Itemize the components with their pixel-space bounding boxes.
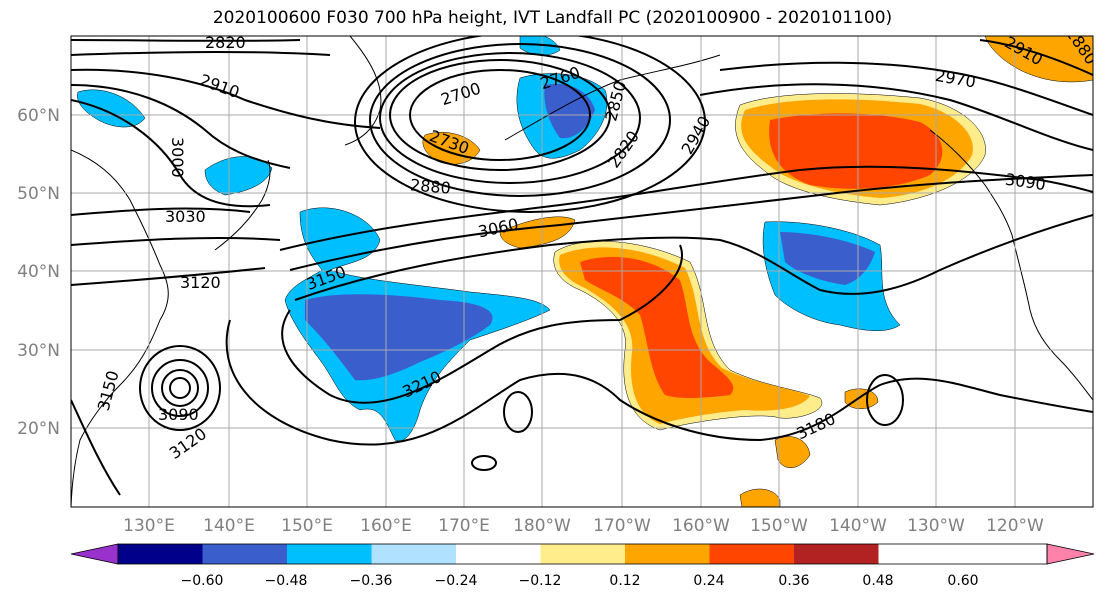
pos-anomaly-central-pacific-core [580,256,734,399]
neg-anomaly-east-pacific-core [780,232,875,285]
lon-tick-label: 160°E [360,516,412,536]
colorbar-bin [625,544,710,564]
contour-jet-3150 [294,214,1093,301]
contour-label: 3000 [168,137,187,178]
lat-tick-label: 30°N [17,341,60,361]
contour-3180-south [225,319,1093,446]
lon-tick-label: 160°W [672,516,730,536]
map-area: 2820 2910 3000 3030 3120 3150 2760 2700 … [71,33,1093,507]
colorbar-bin [202,544,287,564]
contour-small-high-2 [471,455,497,471]
colorbar-bin [794,544,879,564]
neg-anomaly-japan-sea [204,156,273,196]
colorbar-bin [540,544,625,564]
contour-3150-south [71,399,121,496]
lon-tick-label: 150°E [281,516,333,536]
colorbar-tick-label: 0.24 [693,573,724,589]
pos-anomaly-south-small [774,436,811,468]
colorbar-tick-label: 0.60 [947,573,978,589]
lat-tick-label: 50°N [17,184,60,204]
contour-2820-north [71,39,301,42]
colorbar-bin [456,544,541,564]
colorbar-bin [371,544,456,564]
contour-3120-west [71,267,266,286]
contour-3090-ne [699,83,1093,151]
lat-axis: 60°N 50°N 40°N 30°N 20°N [17,106,60,439]
neg-anomaly-kamchatka-west [77,89,146,128]
contour-jet-3060 [279,165,1093,251]
contour-label: 2820 [205,33,246,52]
lon-tick-label: 170°W [593,516,651,536]
contour-small-high-3 [866,374,904,426]
contour-small-high-1 [503,391,533,433]
lon-tick-label: 140°E [203,516,255,536]
colorbar-tick-label: 0.48 [862,573,893,589]
lon-tick-label: 150°W [750,516,808,536]
pos-anomaly-alaska-core [769,113,943,189]
colorbar-tick-label: −0.60 [181,573,224,589]
colorbar-tick-label: −0.48 [265,573,308,589]
contour-2880-north [71,50,331,56]
contour-jet-3090 [289,174,1093,271]
contour-low-center-5 [354,36,706,213]
lon-tick-label: 180°W [513,516,571,536]
lat-tick-label: 20°N [17,419,60,439]
colorbar-max-extension [1046,543,1095,565]
contour-3000 [71,99,271,208]
contour-typhoon-3 [151,359,209,417]
lon-axis: 130°E 140°E 150°E 160°E 170°E 180°W 170°… [123,516,1044,536]
contour-2910-ne [979,39,1093,76]
lat-tick-label: 60°N [17,106,60,126]
colorbar: −0.60 −0.48 −0.36 −0.24 −0.12 0.12 0.24 … [70,543,1095,589]
contour-typhoon-2 [161,369,199,407]
neg-anomaly-west-pacific-core [305,294,493,381]
lon-tick-label: 140°W [829,516,887,536]
contour-label: 3030 [165,207,206,226]
colorbar-bin [118,544,203,564]
lon-tick-label: 170°E [438,516,490,536]
pos-anomaly-south-bottom [739,488,781,507]
contour-2910 [71,68,381,129]
contour-3030 [71,207,251,216]
contour-label: 3120 [180,273,221,292]
map-frame [70,35,1094,508]
contour-low-center-2 [389,59,611,171]
colorbar-tick-label: −0.36 [350,573,393,589]
pos-anomaly-ne-corner [984,36,1093,83]
coast-north-america [929,129,1093,401]
contour-label: 2880 [409,175,451,197]
contour-2970-ne [719,61,1093,116]
colorbar-tick-label: −0.12 [519,573,562,589]
contour-low-center-4 [369,43,671,197]
coast-east-asia [71,149,169,507]
lon-tick-label: 130°E [123,516,175,536]
colorbar-min-extension [70,543,119,565]
map-title: 2020100600 F030 700 hPa height, IVT Land… [212,8,893,28]
colorbar-tick-label: 0.12 [609,573,640,589]
contour-3210 [281,244,683,404]
lat-tick-label: 40°N [17,262,60,282]
colorbar-bin [709,544,794,564]
contour-typhoon-1 [169,377,191,399]
colorbar-bin [287,544,372,564]
colorbar-outline [117,543,1048,565]
contour-label: 3090 [158,405,199,424]
contour-3090-west [71,236,281,246]
colorbar-tick-label: −0.24 [435,573,478,589]
coastlines [71,36,1093,507]
ivt-positive-shading [422,36,1093,507]
contour-low-center-3 [379,52,641,184]
lon-tick-label: 120°W [986,516,1044,536]
coast-alaska-peninsula [504,54,721,141]
contour-2940-west [71,84,291,169]
contour-low-center-1 [409,69,591,161]
colorbar-tick-label: 0.36 [778,573,809,589]
lon-tick-label: 130°W [907,516,965,536]
contour-typhoon-4 [139,345,221,431]
height-contours [71,36,1093,496]
